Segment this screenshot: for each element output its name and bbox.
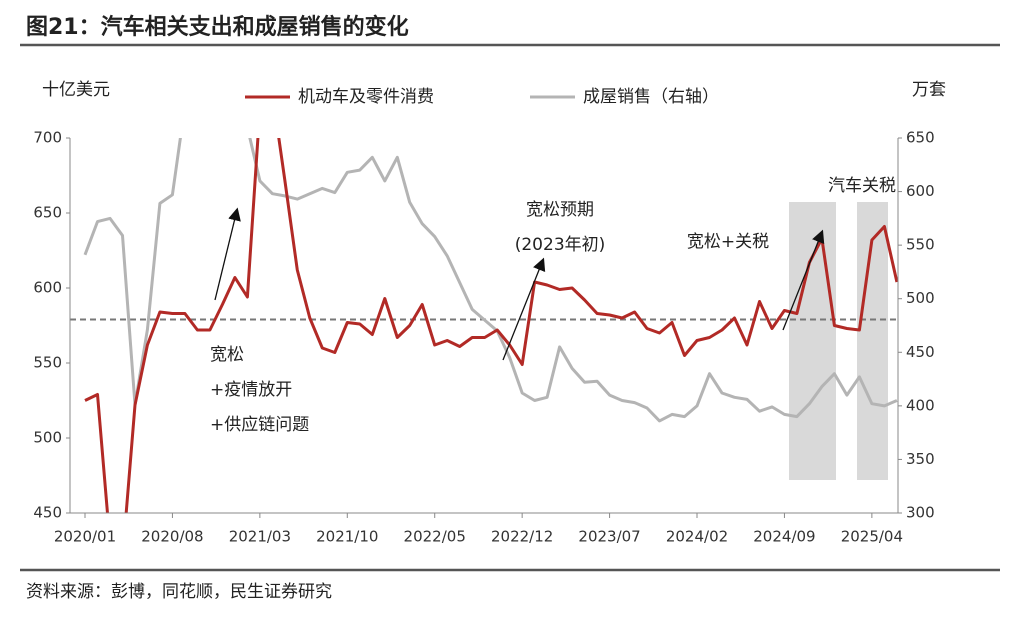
y-axis-label: 十亿美元 — [42, 80, 110, 100]
y2-tick-label: 550 — [906, 236, 935, 254]
annotation: 汽车关税 — [828, 176, 896, 196]
annotation: +供应链问题 — [210, 415, 309, 435]
y-tick-label: 600 — [33, 279, 62, 297]
legend-label: 机动车及零件消费 — [298, 87, 434, 107]
x-tick-label: 2025/04 — [841, 528, 903, 546]
y-tick-label: 500 — [33, 429, 62, 447]
series-line — [84, 138, 898, 513]
arrow — [782, 229, 825, 331]
y2-tick-label: 650 — [906, 129, 935, 147]
shaded-period — [789, 202, 836, 480]
x-tick-label: 2021/10 — [316, 528, 378, 546]
x-tick-label: 2022/05 — [404, 528, 466, 546]
x-tick-label: 2024/09 — [753, 528, 815, 546]
arrow — [502, 257, 546, 361]
y2-tick-label: 350 — [906, 450, 935, 468]
shaded-period — [857, 202, 888, 480]
annotation: 宽松+关税 — [687, 232, 769, 252]
plot — [70, 138, 898, 513]
y2-tick-label: 600 — [906, 182, 935, 200]
y2-tick-label: 300 — [906, 504, 935, 522]
x-tick-label: 2021/03 — [229, 528, 291, 546]
y2-tick-label: 500 — [906, 289, 935, 307]
annotation: (2023年初) — [515, 235, 606, 255]
y-tick-label: 550 — [33, 354, 62, 372]
y-tick-label: 450 — [33, 504, 62, 522]
annotation: +疫情放开 — [210, 380, 292, 400]
annotation: 宽松 — [210, 345, 244, 365]
legend-label: 成屋销售（右轴） — [583, 87, 719, 107]
title: 图21：汽车相关支出和成屋销售的变化 — [26, 14, 409, 40]
annotation: 宽松预期 — [526, 200, 594, 220]
x-tick-label: 2020/08 — [141, 528, 203, 546]
series-line — [83, 138, 898, 423]
y-tick-label: 700 — [33, 129, 62, 147]
x-tick-label: 2024/02 — [666, 528, 728, 546]
source: 资料来源：彭博，同花顺，民生证券研究 — [26, 582, 332, 602]
y2-tick-label: 400 — [906, 396, 935, 414]
x-tick-label: 2023/07 — [578, 528, 640, 546]
x-tick-label: 2020/01 — [54, 528, 116, 546]
y2-tick-label: 450 — [906, 343, 935, 361]
y-tick-label: 650 — [33, 204, 62, 222]
y2-axis-label: 万套 — [912, 80, 946, 100]
x-tick-label: 2022/12 — [491, 528, 553, 546]
arrow — [214, 207, 241, 301]
